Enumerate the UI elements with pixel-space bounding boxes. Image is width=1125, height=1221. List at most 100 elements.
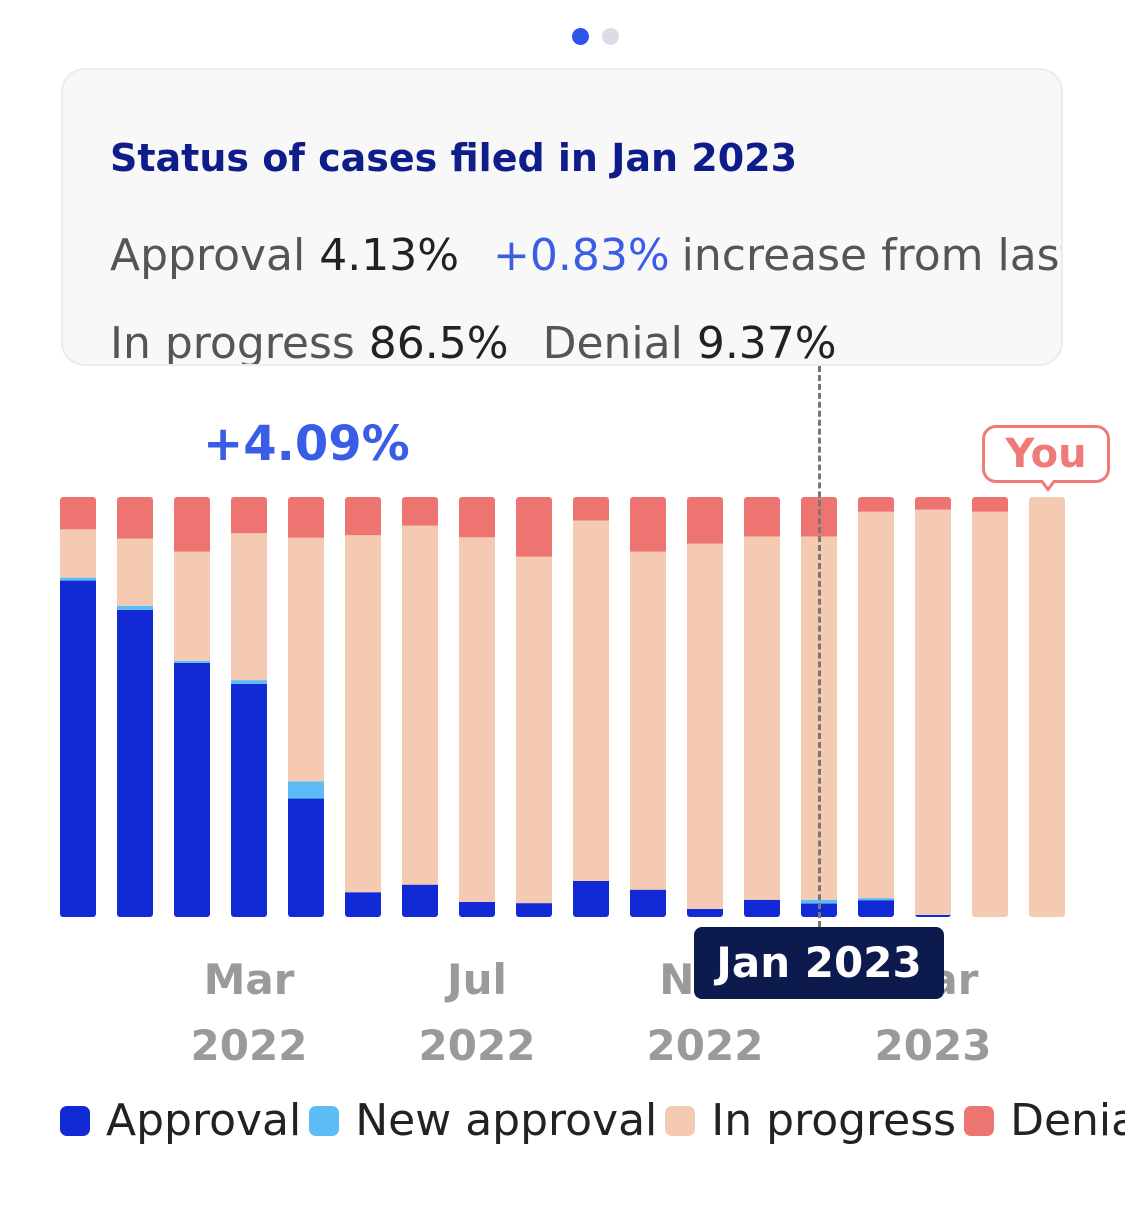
bar-segment-denial[interactable] xyxy=(60,497,96,530)
bar-segment-approval[interactable] xyxy=(687,909,723,917)
bar-segment-denial[interactable] xyxy=(231,497,267,534)
approval-change-value: +0.83% xyxy=(493,230,670,281)
bar-segment-approval[interactable] xyxy=(573,880,609,917)
denial-label: Denial xyxy=(542,318,683,366)
bar-segment-in-progress[interactable] xyxy=(117,538,153,606)
legend-label-new-approval: New approval xyxy=(355,1095,658,1146)
bar-segment-in-progress[interactable] xyxy=(174,551,210,661)
bar-group[interactable] xyxy=(630,497,666,917)
bar-segment-in-progress[interactable] xyxy=(687,543,723,910)
legend-item-in-progress[interactable]: In progress xyxy=(665,1095,956,1146)
bar-segment-in-progress[interactable] xyxy=(345,535,381,893)
bar-group[interactable] xyxy=(1029,497,1065,917)
bar-segment-in-progress[interactable] xyxy=(459,537,495,902)
bar-segment-new-approval[interactable] xyxy=(60,577,96,581)
bar-segment-denial[interactable] xyxy=(117,497,153,539)
bar-group[interactable] xyxy=(744,497,780,917)
bar-segment-new-approval[interactable] xyxy=(288,781,324,799)
bar-segment-in-progress[interactable] xyxy=(858,511,894,899)
bar-group[interactable] xyxy=(402,497,438,917)
bar-segment-new-approval[interactable] xyxy=(117,605,153,610)
bar-segment-new-approval[interactable] xyxy=(858,898,894,901)
bar-segment-approval[interactable] xyxy=(231,683,267,917)
legend-label-approval: Approval xyxy=(106,1095,302,1146)
bar-group[interactable] xyxy=(915,497,951,917)
bar-segment-approval[interactable] xyxy=(345,892,381,917)
bar-segment-approval[interactable] xyxy=(858,900,894,917)
bar-segment-in-progress[interactable] xyxy=(516,556,552,904)
in-progress-value: 86.5% xyxy=(368,318,509,366)
bar-segment-in-progress[interactable] xyxy=(60,529,96,578)
legend-item-new-approval[interactable]: New approval xyxy=(309,1095,657,1146)
in-progress-label: In progress xyxy=(110,318,355,366)
bar-segment-approval[interactable] xyxy=(459,901,495,917)
bar-segment-denial[interactable] xyxy=(174,497,210,552)
bar-segment-denial[interactable] xyxy=(915,497,951,510)
bar-segment-approval[interactable] xyxy=(744,899,780,917)
selected-bar-label: Jan 2023 xyxy=(694,927,944,999)
page-indicator xyxy=(0,28,1125,45)
bar-group[interactable] xyxy=(174,497,210,917)
bar-segment-denial[interactable] xyxy=(630,497,666,552)
bar-segment-denial[interactable] xyxy=(573,497,609,521)
tooltip-approval-row: Approval 4.13% +0.83%increase from last we… xyxy=(110,230,1061,281)
x-axis-tick-year: 2023 xyxy=(874,1021,992,1070)
selected-bar-guide-line xyxy=(818,366,821,936)
x-axis-tick-label: Jul 2022 xyxy=(387,947,567,1079)
bar-group[interactable] xyxy=(345,497,381,917)
chart-legend: Approval New approval In progress Denial xyxy=(60,1095,1125,1146)
bar-segment-denial[interactable] xyxy=(516,497,552,557)
bar-segment-approval[interactable] xyxy=(117,609,153,917)
bar-segment-approval[interactable] xyxy=(516,903,552,917)
bar-segment-approval[interactable] xyxy=(288,798,324,917)
bar-segment-denial[interactable] xyxy=(687,497,723,544)
bar-group[interactable] xyxy=(117,497,153,917)
bar-segment-in-progress[interactable] xyxy=(744,536,780,900)
bar-segment-approval[interactable] xyxy=(915,914,951,917)
x-axis-tick-month: Jul xyxy=(447,955,507,1004)
bar-group[interactable] xyxy=(60,497,96,917)
bar-segment-denial[interactable] xyxy=(972,497,1008,512)
bar-group[interactable] xyxy=(573,497,609,917)
bar-segment-denial[interactable] xyxy=(858,497,894,512)
bar-segment-denial[interactable] xyxy=(459,497,495,538)
bar-group[interactable] xyxy=(687,497,723,917)
bar-segment-in-progress[interactable] xyxy=(573,520,609,881)
bar-group[interactable] xyxy=(231,497,267,917)
bar-segment-in-progress[interactable] xyxy=(1029,497,1065,917)
bar-group[interactable] xyxy=(858,497,894,917)
legend-item-denial[interactable]: Denial xyxy=(964,1095,1125,1146)
bar-segment-in-progress[interactable] xyxy=(972,511,1008,917)
legend-swatch-approval xyxy=(60,1105,90,1136)
approval-change-text: increase from last week xyxy=(681,230,1061,281)
bar-segment-denial[interactable] xyxy=(744,497,780,537)
bar-segment-approval[interactable] xyxy=(630,889,666,917)
page-dot-2[interactable] xyxy=(601,28,619,45)
approval-label: Approval xyxy=(110,230,306,281)
stacked-bar-chart: Mar2022Jul2022Nov2022Mar2023 xyxy=(0,366,1125,1086)
page-dot-1[interactable] xyxy=(571,28,589,45)
bar-segment-approval[interactable] xyxy=(60,580,96,917)
bar-group[interactable] xyxy=(516,497,552,917)
bar-segment-in-progress[interactable] xyxy=(630,551,666,890)
bar-segment-in-progress[interactable] xyxy=(288,537,324,782)
x-axis-tick-month: Mar xyxy=(203,955,295,1004)
bar-segment-new-approval[interactable] xyxy=(231,680,267,684)
bar-group[interactable] xyxy=(459,497,495,917)
bar-segment-new-approval[interactable] xyxy=(174,660,210,663)
bar-segment-approval[interactable] xyxy=(402,884,438,917)
legend-item-approval[interactable]: Approval xyxy=(60,1095,301,1146)
bar-segment-approval[interactable] xyxy=(174,662,210,917)
bar-group[interactable] xyxy=(972,497,1008,917)
bar-segment-in-progress[interactable] xyxy=(231,533,267,681)
bar-segment-denial[interactable] xyxy=(288,497,324,538)
bar-segment-denial[interactable] xyxy=(402,497,438,526)
legend-label-in-progress: In progress xyxy=(711,1095,957,1146)
x-axis-tick-year: 2022 xyxy=(418,1021,536,1070)
bar-segment-denial[interactable] xyxy=(345,497,381,536)
bar-segment-in-progress[interactable] xyxy=(402,525,438,885)
tooltip-status-row: In progress 86.5% Denial 9.37% xyxy=(110,318,837,366)
bar-group[interactable] xyxy=(288,497,324,917)
bar-segment-in-progress[interactable] xyxy=(915,509,951,915)
legend-swatch-new-approval xyxy=(309,1105,340,1136)
